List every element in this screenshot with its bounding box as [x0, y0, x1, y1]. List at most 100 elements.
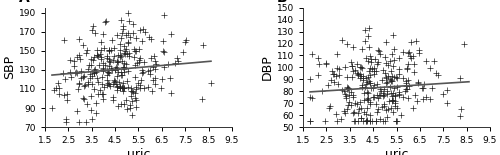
- Point: [404, 62, 412, 65]
- Point: [370, 67, 378, 69]
- Point: [351, 102, 359, 104]
- Point: [101, 64, 109, 66]
- Point: [374, 48, 382, 51]
- Point: [148, 57, 156, 59]
- Point: [318, 90, 326, 92]
- Point: [59, 72, 67, 74]
- Point: [85, 64, 93, 67]
- Point: [150, 77, 158, 79]
- Point: [117, 36, 125, 39]
- Point: [384, 74, 392, 77]
- Point: [390, 87, 398, 89]
- Point: [389, 110, 397, 113]
- Point: [138, 72, 146, 74]
- Point: [84, 81, 92, 84]
- Point: [136, 84, 143, 86]
- Point: [114, 61, 122, 63]
- Point: [384, 116, 392, 118]
- Point: [104, 71, 112, 73]
- Point: [381, 120, 389, 122]
- Point: [114, 53, 122, 56]
- Point: [366, 120, 374, 122]
- Point: [361, 86, 369, 88]
- Point: [98, 70, 106, 72]
- Point: [98, 83, 106, 86]
- Point: [384, 81, 392, 83]
- Point: [376, 94, 384, 96]
- Point: [112, 75, 120, 77]
- Point: [108, 39, 116, 41]
- Point: [306, 120, 314, 122]
- Point: [443, 89, 451, 91]
- X-axis label: uric: uric: [385, 148, 408, 155]
- Point: [334, 120, 342, 122]
- Point: [316, 63, 324, 66]
- Point: [158, 78, 166, 80]
- Point: [96, 89, 104, 91]
- Point: [350, 70, 358, 73]
- Point: [354, 119, 362, 122]
- Point: [70, 64, 78, 67]
- Point: [105, 49, 113, 51]
- Point: [362, 119, 370, 121]
- Point: [408, 57, 416, 59]
- Point: [131, 75, 139, 78]
- Point: [361, 29, 369, 31]
- Point: [358, 85, 366, 88]
- Point: [370, 96, 378, 99]
- Point: [388, 70, 396, 72]
- Point: [115, 81, 123, 84]
- Point: [75, 83, 83, 85]
- Point: [380, 94, 388, 96]
- Point: [122, 48, 130, 51]
- Point: [366, 114, 374, 116]
- Point: [343, 108, 351, 110]
- Point: [140, 86, 148, 89]
- Point: [72, 71, 80, 73]
- Point: [119, 82, 127, 84]
- Point: [90, 56, 98, 58]
- Point: [97, 49, 105, 51]
- Point: [80, 97, 88, 99]
- Point: [106, 67, 114, 69]
- Point: [94, 64, 102, 67]
- Point: [362, 77, 370, 79]
- Point: [360, 78, 368, 81]
- Point: [402, 88, 410, 90]
- Point: [170, 61, 178, 64]
- Point: [124, 80, 132, 82]
- Point: [207, 82, 215, 84]
- Point: [366, 55, 374, 58]
- Point: [129, 32, 137, 34]
- Point: [413, 99, 421, 102]
- Point: [159, 40, 167, 42]
- Point: [99, 98, 107, 100]
- Point: [350, 95, 358, 98]
- Point: [386, 86, 394, 89]
- Point: [111, 69, 119, 71]
- Point: [149, 65, 157, 68]
- Point: [133, 62, 141, 64]
- Point: [402, 84, 410, 87]
- Point: [148, 89, 156, 92]
- Point: [362, 57, 370, 60]
- Point: [362, 40, 370, 42]
- Point: [342, 65, 349, 68]
- Point: [66, 59, 74, 61]
- Point: [75, 54, 83, 57]
- Point: [87, 63, 95, 66]
- Point: [382, 72, 390, 74]
- Point: [374, 93, 382, 96]
- Point: [63, 92, 71, 95]
- Point: [105, 64, 113, 67]
- Point: [384, 63, 392, 66]
- Point: [432, 72, 440, 75]
- Point: [418, 87, 426, 90]
- Point: [113, 88, 121, 91]
- Point: [362, 113, 370, 115]
- Point: [139, 70, 147, 73]
- Point: [110, 46, 118, 49]
- Point: [116, 54, 124, 56]
- Point: [378, 120, 386, 122]
- Point: [420, 82, 428, 85]
